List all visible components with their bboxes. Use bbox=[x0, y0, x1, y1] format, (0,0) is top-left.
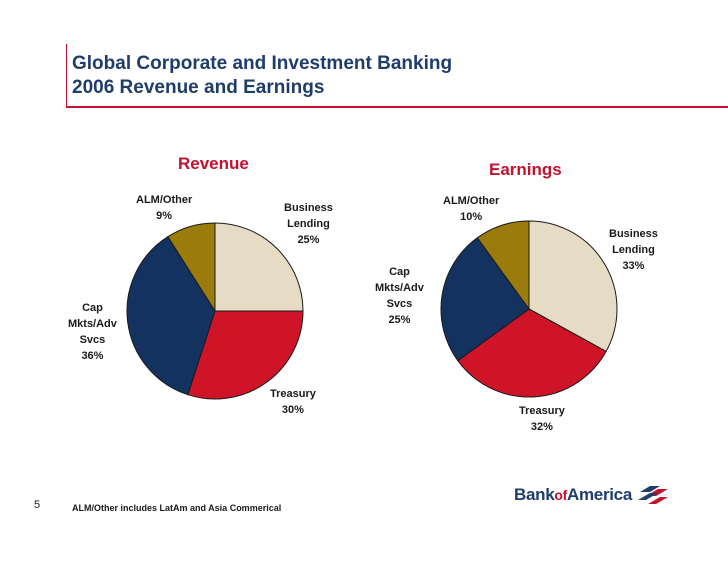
logo-wordmark: BankofAmerica bbox=[514, 485, 632, 504]
title-line-1: Global Corporate and Investment Banking bbox=[72, 53, 453, 74]
bank-of-america-logo: BankofAmerica bbox=[514, 484, 670, 506]
title-line-2: 2006 Revenue and Earnings bbox=[72, 77, 325, 98]
header-left-rule bbox=[66, 44, 67, 108]
earnings-label-cap-mkts: Cap Mkts/Adv Svcs 25% bbox=[375, 266, 424, 326]
earnings-label-business-lending: Business Lending 33% bbox=[609, 228, 658, 272]
revenue-slice-treasury bbox=[187, 310, 304, 400]
flag-icon bbox=[638, 486, 668, 504]
earnings-slice-alm-other bbox=[476, 220, 530, 311]
revenue-label-treasury: Treasury 30% bbox=[270, 388, 316, 416]
earnings-slice-cap-mkts bbox=[440, 237, 530, 362]
page-title: Global Corporate and Investment Banking … bbox=[72, 52, 452, 100]
earnings-pie bbox=[440, 220, 618, 398]
revenue-label-cap-mkts: Cap Mkts/Adv Svcs 36% bbox=[68, 302, 117, 362]
header-rule bbox=[66, 106, 728, 108]
earnings-label-alm-other: ALM/Other 10% bbox=[443, 195, 500, 223]
footnote: ALM/Other includes LatAm and Asia Commer… bbox=[72, 503, 282, 513]
earnings-chart-title: Earnings bbox=[489, 160, 562, 179]
earnings-slice-treasury bbox=[457, 308, 607, 398]
earnings-slice-business-lending bbox=[528, 220, 618, 353]
revenue-chart-title: Revenue bbox=[178, 154, 249, 173]
revenue-pie bbox=[126, 222, 304, 400]
page-number: 5 bbox=[34, 499, 41, 511]
earnings-label-treasury: Treasury 32% bbox=[519, 405, 565, 433]
revenue-label-business-lending: Business Lending 25% bbox=[284, 202, 333, 246]
revenue-label-alm-other: ALM/Other 9% bbox=[136, 194, 193, 222]
revenue-slice-business-lending bbox=[214, 222, 304, 312]
revenue-slice-cap-mkts bbox=[126, 236, 216, 396]
revenue-slice-alm-other bbox=[167, 222, 216, 313]
